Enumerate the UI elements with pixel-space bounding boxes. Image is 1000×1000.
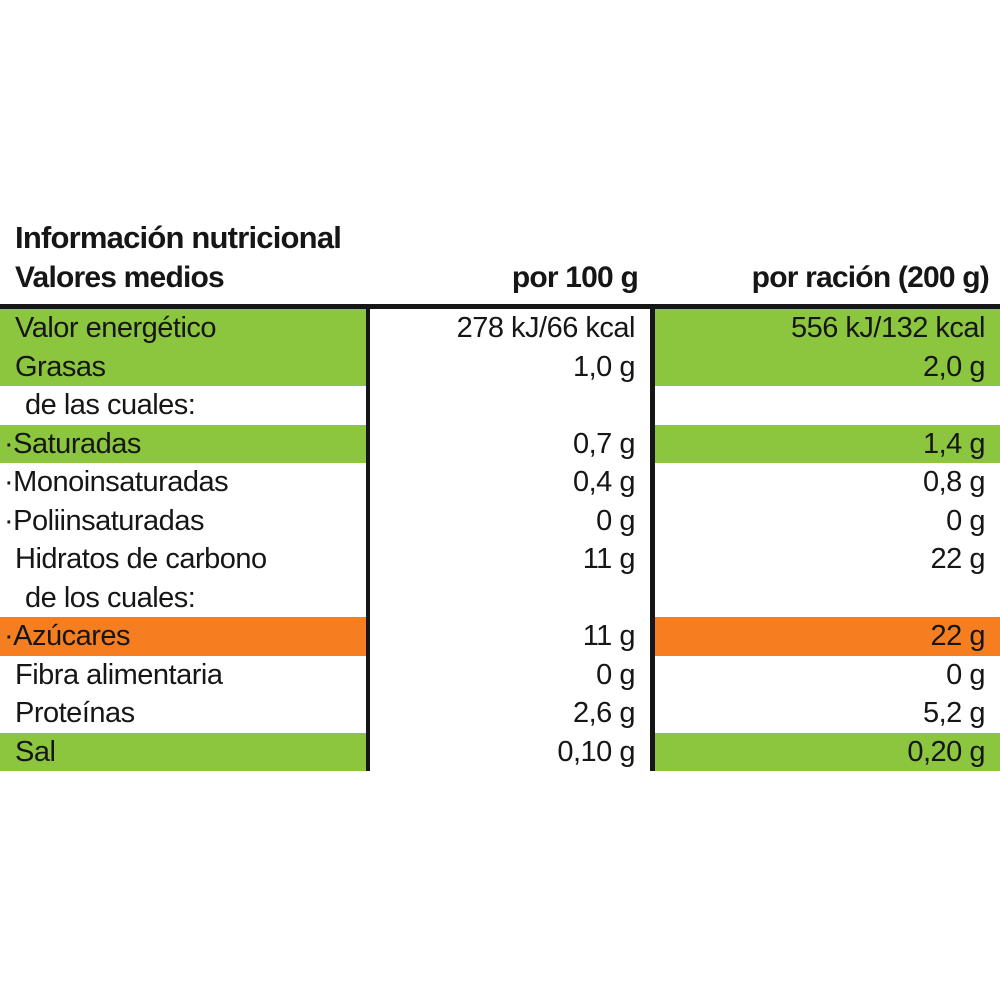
nutrition-table: Información nutricional Valores medios p… — [0, 219, 1000, 771]
value-per-racion: 0,8 g — [923, 466, 986, 498]
table-row-sal: Sal 0,10 g 0,20 g — [0, 732, 1000, 771]
row-label: de las cuales: — [25, 389, 196, 421]
table-row-grasas: Grasas 1,0 g 2,0 g — [0, 347, 1000, 386]
table-row-proteinas: Proteínas 2,6 g 5,2 g — [0, 694, 1000, 733]
value-per-100g: 0 g — [366, 501, 655, 540]
row-label: ·Monoinsaturadas — [4, 466, 229, 498]
row-label: ·Azúcares — [0, 617, 366, 656]
row-label: Valor energético — [0, 309, 366, 348]
value-per-100g — [366, 386, 655, 425]
value-per-100g: 11 g — [366, 540, 655, 579]
page-title: Información nutricional — [15, 220, 342, 255]
row-label: Sal — [0, 732, 366, 771]
value-per-100g: 0,4 g — [366, 463, 655, 502]
table-row-de-los-cuales: de los cuales: — [0, 578, 1000, 618]
row-label: ·Saturadas — [0, 424, 366, 463]
value-per-100g: 0,7 g — [366, 424, 655, 463]
row-label: Proteínas — [15, 697, 135, 729]
row-label: Hidratos de carbono — [15, 543, 267, 575]
table-row-azucares: ·Azúcares 11 g 22 g — [0, 617, 1000, 656]
row-label: Fibra alimentaria — [15, 658, 223, 691]
value-per-racion: 22 g — [930, 543, 986, 575]
header-per-100g: por 100 g — [511, 261, 639, 294]
table-body: Valor energético 278 kJ/66 kcal 556 kJ/1… — [0, 309, 1000, 771]
value-per-racion: 0 g — [946, 504, 985, 537]
row-label: Grasas — [0, 347, 366, 386]
table-row-valor-energetico: Valor energético 278 kJ/66 kcal 556 kJ/1… — [0, 309, 1000, 348]
value-per-100g: 1,0 g — [366, 347, 655, 386]
value-per-racion: 0,20 g — [655, 732, 1000, 771]
table-row-poliinsaturadas: ·Poliinsaturadas 0 g 0 g — [0, 501, 1000, 540]
table-row-de-las-cuales: de las cuales: — [0, 386, 1000, 425]
value-per-racion: 1,4 g — [655, 424, 1000, 463]
value-per-racion: 22 g — [655, 617, 1000, 656]
table-row-fibra-alimentaria: Fibra alimentaria 0 g 0 g — [0, 655, 1000, 694]
value-per-100g: 278 kJ/66 kcal — [366, 309, 655, 348]
value-per-100g: 0,10 g — [366, 732, 655, 771]
table-header: Valores medios por 100 g por ración (200… — [0, 261, 1000, 309]
value-per-racion: 556 kJ/132 kcal — [655, 309, 1000, 348]
value-per-racion — [655, 386, 1000, 425]
row-label: ·Poliinsaturadas — [4, 504, 204, 537]
header-per-racion: por ración (200 g) — [751, 261, 990, 294]
header-valores-medios: Valores medios — [15, 261, 225, 294]
value-per-racion — [655, 579, 1000, 618]
value-per-racion: 0 g — [946, 658, 985, 691]
value-per-racion: 5,2 g — [923, 697, 986, 729]
table-row-hidratos-de-carbono: Hidratos de carbono 11 g 22 g — [0, 540, 1000, 579]
value-per-100g: 11 g — [366, 617, 655, 656]
value-per-racion: 2,0 g — [655, 347, 1000, 386]
table-row-monoinsaturadas: ·Monoinsaturadas 0,4 g 0,8 g — [0, 463, 1000, 502]
row-label: de los cuales: — [25, 581, 196, 614]
value-per-100g: 2,6 g — [366, 694, 655, 733]
table-row-saturadas: ·Saturadas 0,7 g 1,4 g — [0, 424, 1000, 463]
value-per-100g: 0 g — [366, 655, 655, 694]
value-per-100g — [366, 578, 655, 617]
